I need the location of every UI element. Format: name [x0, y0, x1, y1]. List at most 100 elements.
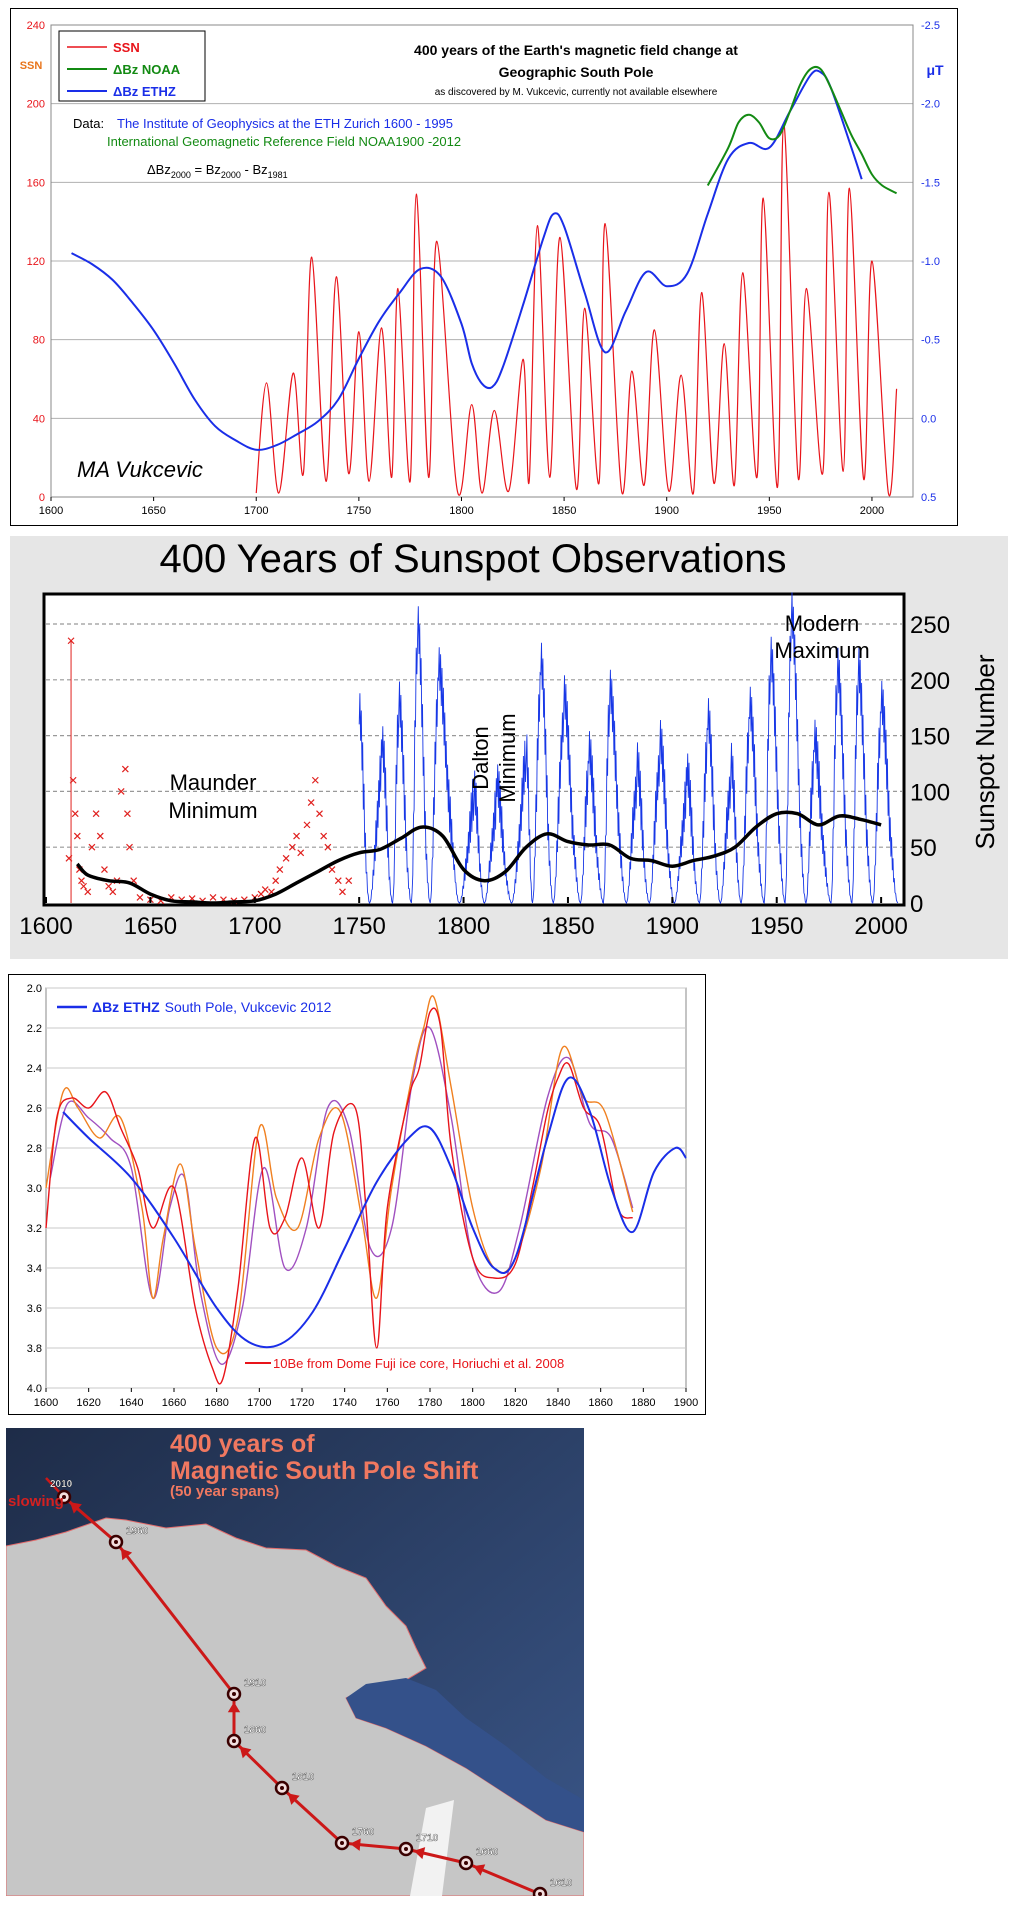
y-tick-label: 50 [910, 835, 937, 862]
slowing-label: slowing [8, 1493, 64, 1510]
x-tick-label: 1750 [332, 913, 385, 940]
early-observation-point [105, 882, 113, 890]
legend-ethz-3: ΔBz ETHZ South Pole, Vukcevic 2012 [92, 999, 332, 1015]
early-observation-point [117, 787, 125, 795]
x-tick-label: 1860 [588, 1397, 612, 1409]
left-axis-label: SSN [20, 60, 43, 72]
x-tick-label: 1740 [332, 1397, 356, 1409]
y-tick-label: 2.6 [27, 1103, 42, 1115]
x-tick-label: 1650 [141, 505, 165, 517]
y-tick-label: 0 [910, 891, 923, 918]
y-tick-label: 3.0 [27, 1183, 42, 1195]
magnetic-field-chart: 0 40 80 120 160 200 240 0.5 0.0 -0.5 -1.0 -1.5 -2.0 -… [10, 8, 958, 526]
early-observation-point [328, 866, 336, 873]
early-observation-point [345, 877, 353, 885]
pole-marker-center [232, 1739, 236, 1743]
monthly-sunspot-line [358, 592, 899, 905]
x-tick-label: 1750 [347, 505, 371, 517]
y-tick-right: 0.5 [921, 492, 936, 504]
y-tick-left: 80 [33, 335, 45, 347]
early-observation-point [311, 776, 319, 784]
x-tick-label: 1600 [34, 1397, 58, 1409]
year-label: 1860 [244, 1725, 267, 1736]
y-tick-right: -1.5 [921, 177, 940, 189]
early-observation-point [334, 877, 342, 885]
dalton-label-1: Dalton [468, 726, 493, 790]
chart-title: 400 years of the Earth's magnetic field … [414, 42, 738, 58]
early-observation-point [121, 765, 129, 773]
x-tick-label: 1840 [546, 1397, 570, 1409]
early-observation-point [71, 810, 79, 818]
x-tick-label: 1680 [204, 1397, 228, 1409]
pole-shift-map: 1610 1660 1710 1760 1810 1860 1910 1960 2010 400… [6, 1428, 584, 1896]
shift-arrowhead [120, 1548, 133, 1561]
x-tick-label: 1950 [757, 505, 781, 517]
early-observation-point [84, 888, 92, 896]
legend-ssn: SSN [113, 40, 140, 55]
series-line-be10-red [45, 1007, 634, 1385]
y-tick-label: 3.2 [27, 1223, 42, 1235]
x-tick-label: 1820 [503, 1397, 527, 1409]
x-tick-label: 2000 [854, 913, 907, 940]
shift-arrowhead [413, 1847, 426, 1860]
series-line-bzethz [71, 69, 863, 451]
early-observation-point [272, 877, 280, 885]
x-tick-label: 1600 [39, 505, 63, 517]
x-tick-label: 1700 [244, 505, 268, 517]
formula: ΔBz2000 = Bz2000 - Bz1981 [147, 162, 288, 180]
shift-arrowhead [287, 1793, 300, 1805]
year-label: 1710 [416, 1833, 439, 1844]
pole-marker-center [464, 1861, 468, 1865]
series-line-bznoaa [706, 65, 898, 195]
x-tick-label: 1620 [76, 1397, 100, 1409]
signature: MA Vukcevic [77, 457, 203, 482]
year-label: 1660 [476, 1847, 499, 1858]
y-tick-left: 120 [27, 256, 45, 268]
legend-be10: 10Be from Dome Fuji ice core, Horiuchi e… [273, 1356, 564, 1371]
early-observation-point [101, 866, 108, 873]
pole-marker-center [404, 1847, 408, 1851]
pole-shift-map-svg: 1610 1660 1710 1760 1810 1860 1910 1960 2010 400… [6, 1428, 584, 1896]
modern-label-2: Maximum [774, 638, 869, 663]
maunder-label-2: Minimum [168, 798, 257, 823]
x-tick-label: 2000 [860, 505, 884, 517]
early-observation-point [303, 821, 311, 829]
map-title-2: Magnetic South Pole Shift [170, 1457, 479, 1485]
sunspot-chart: 400 Years of Sunspot Observations 0 50 100… [10, 536, 1008, 959]
sunspot-ylabel: Sunspot Number [970, 654, 1000, 849]
shift-arrowhead [70, 1502, 82, 1514]
shift-arrowhead [349, 1838, 361, 1851]
y-tick-label: 4.0 [27, 1383, 42, 1395]
early-observation-point [80, 882, 88, 890]
early-observation-point [88, 843, 96, 851]
y-tick-label: 250 [910, 612, 950, 639]
ice-shelf [410, 1800, 454, 1896]
year-label: 2010 [50, 1479, 73, 1490]
x-tick-label: 1660 [162, 1397, 186, 1409]
y-tick-right: -2.5 [921, 20, 940, 32]
x-tick-label: 1760 [375, 1397, 399, 1409]
legend-ethz: ΔBz ETHZ [113, 84, 176, 99]
x-tick-label: 1650 [124, 913, 177, 940]
magnetic-field-chart-svg: 0 40 80 120 160 200 240 0.5 0.0 -0.5 -1.0 -1.5 -2.0 -… [20, 20, 944, 517]
x-tick-label: 1700 [247, 1397, 271, 1409]
x-tick-label: 1900 [654, 505, 678, 517]
x-tick-label: 1640 [119, 1397, 143, 1409]
pole-marker-center [62, 1495, 66, 1499]
be10-comparison-chart-svg: 2.0 2.2 2.4 2.6 2.8 3.0 3.2 3.4 3.6 3.8 4.0 1600 162… [27, 983, 699, 1409]
y-tick-left: 200 [27, 99, 45, 111]
y-tick-label: 3.6 [27, 1303, 42, 1315]
early-observation-point [78, 877, 85, 885]
early-observation-point [124, 810, 131, 818]
pole-marker-center [340, 1841, 344, 1845]
early-observation-point [261, 886, 269, 894]
early-observation-point [209, 893, 217, 901]
early-observation-point [324, 843, 332, 851]
series-line-ethz [62, 1076, 687, 1349]
ross-sea [346, 1678, 584, 1832]
y-tick-right: -1.0 [921, 256, 940, 268]
y-tick-right: -2.0 [921, 99, 940, 111]
legend-box [58, 30, 206, 102]
y-tick-label: 2.4 [27, 1063, 42, 1075]
data-source-noaa: International Geomagnetic Reference Fiel… [107, 134, 461, 149]
